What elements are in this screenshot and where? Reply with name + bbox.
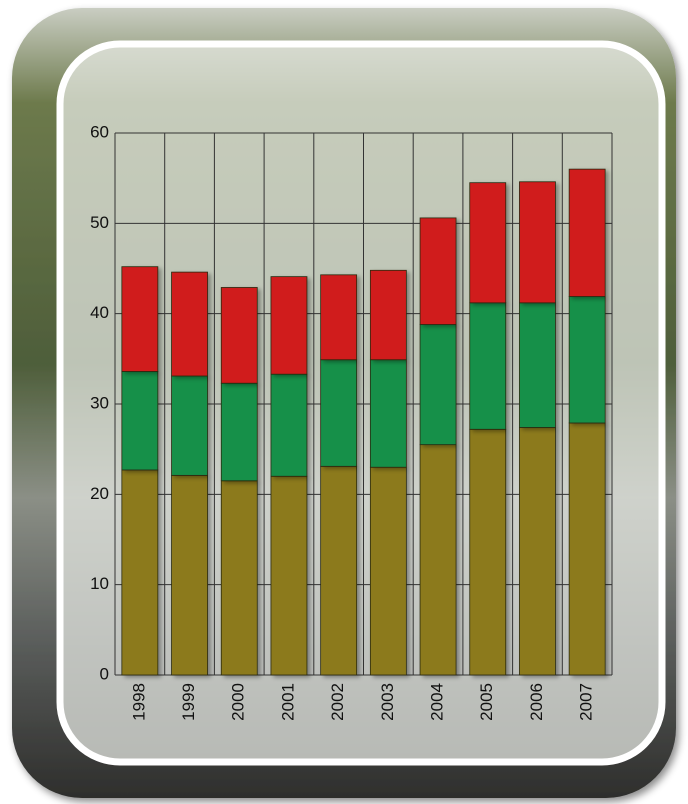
y-tick-label: 50	[90, 213, 109, 232]
bar-segment	[172, 475, 208, 675]
bar-segment	[569, 169, 605, 296]
y-tick-label: 60	[90, 122, 109, 141]
bar-segment	[271, 476, 307, 675]
y-tick-label: 40	[90, 303, 109, 322]
bar-segment	[569, 297, 605, 423]
x-tick-label: 2005	[477, 683, 496, 721]
bar-segment	[420, 325, 456, 445]
bar-segment	[172, 376, 208, 475]
bar-segment	[271, 277, 307, 375]
bar-segment	[321, 360, 357, 467]
bar-segment	[221, 383, 257, 481]
x-tick-label: 1998	[129, 683, 148, 721]
bar-segment	[420, 445, 456, 675]
bar-segment	[271, 374, 307, 476]
bar-segment	[470, 429, 506, 675]
bar-segment	[321, 275, 357, 360]
bar-segment	[519, 427, 555, 675]
bar-segment	[519, 303, 555, 428]
bar-segment	[519, 182, 555, 303]
x-tick-label: 2007	[577, 683, 596, 721]
y-tick-label: 20	[90, 484, 109, 503]
bar-segment	[370, 467, 406, 675]
x-tick-label: 2004	[428, 683, 447, 721]
bar-segment	[122, 470, 158, 675]
bar-segment	[569, 423, 605, 675]
y-tick-label: 0	[100, 664, 109, 683]
bar-segment	[370, 360, 406, 467]
x-tick-label: 2006	[527, 683, 546, 721]
x-tick-label: 2001	[278, 683, 297, 721]
chart: 0 10 20 30 40 50 60 1998 1999 2000 2001 2002 2003 200…	[0, 0, 688, 804]
x-tick-label: 1999	[179, 683, 198, 721]
y-tick-label: 10	[90, 574, 109, 593]
bar-segment	[221, 287, 257, 383]
bar-segment	[221, 481, 257, 675]
bar-segment	[470, 183, 506, 303]
x-tick-label: 2000	[229, 683, 248, 721]
y-tick-label: 30	[90, 393, 109, 412]
bar-segment	[470, 303, 506, 429]
bar-segment	[420, 218, 456, 325]
bar-segment	[122, 267, 158, 372]
x-tick-label: 2002	[328, 683, 347, 721]
bar-segment	[172, 272, 208, 376]
bar-segment	[321, 466, 357, 675]
x-tick-label: 2003	[378, 683, 397, 721]
bar-segment	[122, 371, 158, 469]
bar-segment	[370, 270, 406, 359]
